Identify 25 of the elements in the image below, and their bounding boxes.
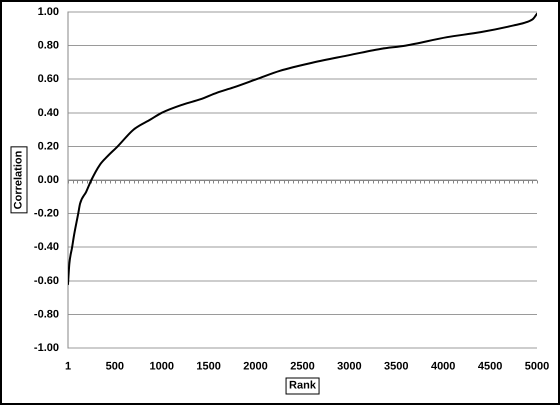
line-series — [68, 12, 537, 286]
x-tick-label: 1000 — [149, 360, 174, 373]
y-tick-label: -0.20 — [34, 208, 59, 220]
y-tick-label: 0.40 — [38, 106, 59, 119]
x-tick-label: 2500 — [290, 360, 315, 373]
y-tick-label: 0.80 — [38, 40, 59, 52]
y-tick-label: 0.00 — [38, 174, 59, 186]
y-axis-title: Correlation — [10, 146, 28, 214]
x-tick-label: 1500 — [196, 360, 221, 373]
x-tick-label: 3000 — [337, 360, 362, 373]
x-tick-label: 2000 — [243, 360, 268, 373]
x-tick-label: 5000 — [524, 360, 550, 373]
y-tick-label: -0.80 — [34, 308, 59, 320]
y-tick-label: 0.20 — [38, 140, 59, 152]
y-tick-label: -0.40 — [34, 241, 59, 254]
x-axis-title: Rank — [285, 378, 320, 394]
y-tick-label: 0.60 — [38, 73, 59, 86]
y-tick-label: 1.00 — [38, 6, 59, 18]
x-tick-label: 500 — [106, 360, 124, 373]
x-tick-label: 1 — [64, 360, 72, 373]
y-tick-label: -1.00 — [34, 342, 59, 354]
x-tick-label: 3500 — [384, 360, 409, 373]
x-tick-label: 4000 — [430, 360, 456, 373]
x-tick-label: 4500 — [478, 360, 502, 373]
y-tick-label: -0.60 — [34, 274, 59, 287]
